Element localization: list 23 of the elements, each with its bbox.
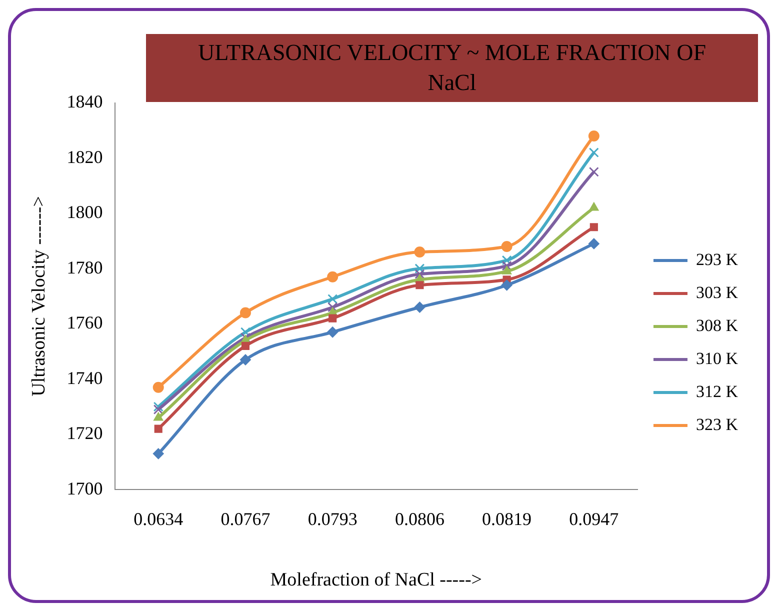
y-tick-label: 1760 [66,312,103,333]
y-tick-label: 1780 [66,257,103,278]
x-tick-label: 0.0947 [569,509,619,530]
legend-label: 303 K [696,282,739,302]
y-tick-label: 1820 [66,146,103,167]
x-axis-title: Molefraction of NaCl -----> [270,570,482,591]
y-tick-label: 1800 [66,202,103,222]
legend-label: 308 K [696,316,739,335]
y-tick-label: 1700 [66,478,103,498]
y-axis-title: Ultrasonic Velocity ------> [28,196,50,396]
legend-label: 323 K [696,414,739,434]
y-tick-label: 1840 [66,92,103,112]
x-tick-label: 0.0767 [220,509,270,530]
legend-label: 293 K [696,250,739,269]
y-tick-label: 1720 [66,423,103,444]
y-tick-label: 1740 [66,368,103,388]
x-tick-label: 0.0806 [394,509,444,530]
x-tick-label: 0.0634 [134,509,184,530]
x-tick-label: 0.0819 [482,509,532,530]
x-tick-label: 0.0793 [308,509,358,530]
chart-title: ULTRASONIC VELOCITY ~ MOLE FRACTION OF NaCl [146,34,758,102]
legend-label: 310 K [696,348,739,368]
legend-label: 312 K [696,382,739,401]
